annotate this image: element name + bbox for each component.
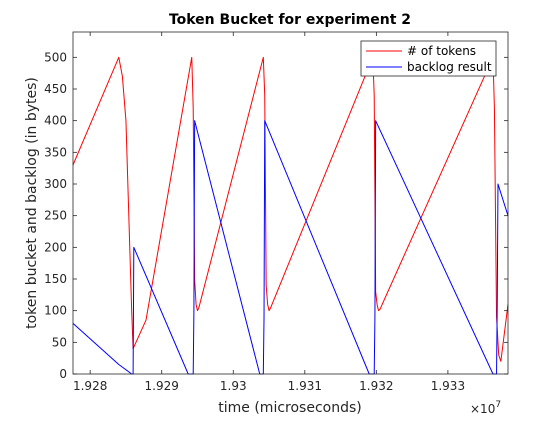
chart-title: Token Bucket for experiment 2 [169,12,411,28]
y-tick-label: 350 [44,145,67,159]
x-axis-exponent: ×107 [470,400,501,416]
x-tick-label: 1.933 [431,379,465,393]
plot-frame [72,31,509,375]
x-axis: 1.928 1.929 1.93 1.931 1.932 1.933 [73,32,465,393]
y-tick-label: 50 [52,335,67,349]
y-tick-label: 400 [44,114,67,128]
y-tick-label: 150 [44,272,67,286]
x-tick-label: 1.932 [359,379,393,393]
x-axis-label: time (microseconds) [218,400,361,416]
y-tick-label: 500 [44,50,67,64]
x-tick-label: 1.928 [73,379,107,393]
x-tick-label: 1.929 [145,379,179,393]
x-axis-exponent-power: 7 [495,400,501,410]
legend-label-tokens: # of tokens [407,44,476,58]
y-tick-label: 200 [44,240,67,254]
legend-label-backlog: backlog result [407,60,492,74]
y-tick-label: 0 [59,367,67,381]
y-axis: 0 50 100 150 200 250 300 350 400 450 500 [44,50,508,381]
legend-box [360,40,497,77]
x-axis-exponent-base: ×10 [470,402,495,416]
x-tick-label: 1.93 [220,379,247,393]
y-tick-label: 300 [44,177,67,191]
y-axis-label: token bucket and backlog (in bytes) [24,77,40,329]
plot-area [73,32,508,374]
legend: # of tokens backlog result [360,40,497,77]
y-tick-label: 100 [44,304,67,318]
y-tick-label: 250 [44,209,67,223]
x-tick-label: 1.931 [288,379,322,393]
y-tick-label: 450 [44,82,67,96]
